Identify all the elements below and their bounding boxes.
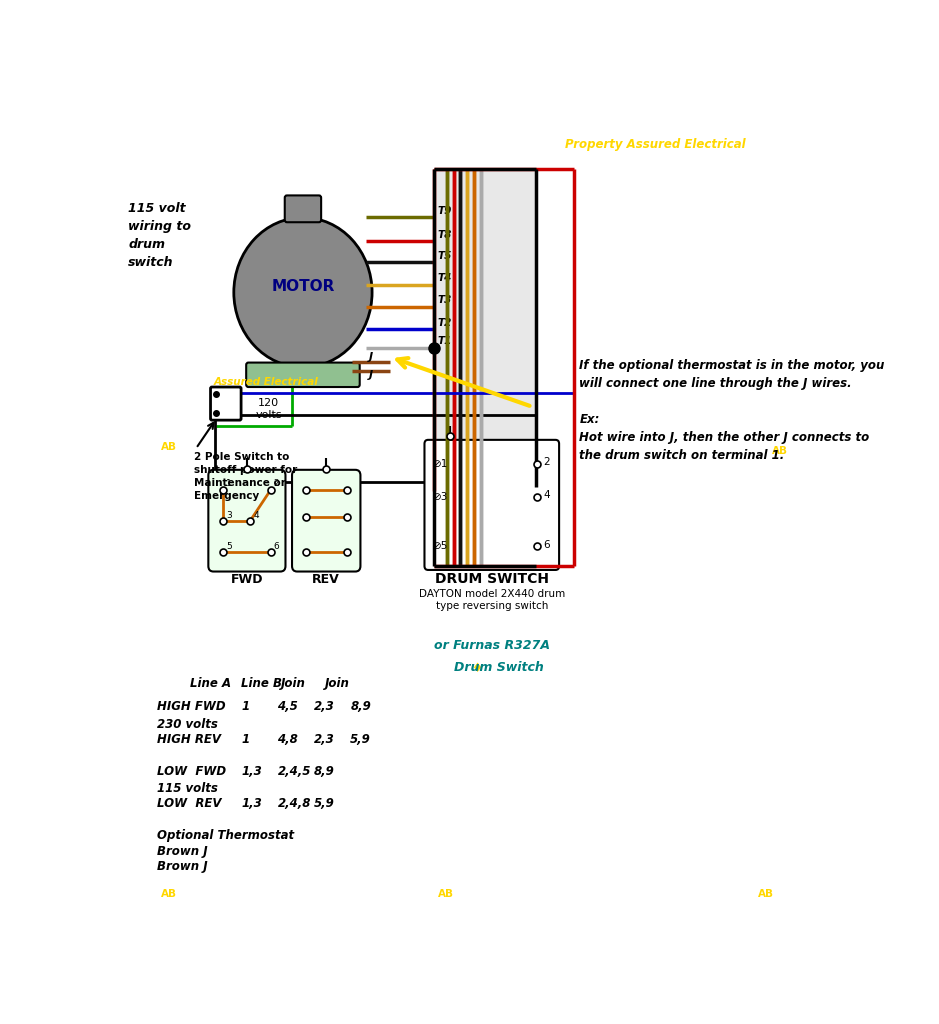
Text: T8: T8 — [438, 230, 452, 240]
Text: Brown J: Brown J — [158, 845, 208, 857]
Text: AB: AB — [162, 889, 177, 899]
Text: HIGH REV: HIGH REV — [158, 733, 222, 746]
Text: 2,4,5: 2,4,5 — [278, 765, 311, 778]
Text: T2: T2 — [438, 317, 452, 328]
Text: Join: Join — [281, 677, 306, 689]
Text: T9: T9 — [438, 207, 452, 216]
Text: J: J — [368, 370, 373, 380]
Text: T5: T5 — [438, 251, 452, 261]
Text: 1: 1 — [241, 733, 249, 746]
Text: AB: AB — [162, 442, 177, 453]
Text: 2: 2 — [274, 479, 280, 488]
Text: T1: T1 — [438, 337, 452, 346]
FancyBboxPatch shape — [292, 470, 361, 571]
Text: ⊘3: ⊘3 — [433, 492, 448, 502]
Text: 230 volts: 230 volts — [158, 718, 218, 731]
Text: HIGH FWD: HIGH FWD — [158, 700, 226, 714]
Text: REV: REV — [313, 573, 340, 587]
Text: J: J — [368, 352, 373, 362]
Text: If the optional thermostat is in the motor, you
will connect one line through th: If the optional thermostat is in the mot… — [579, 359, 885, 463]
Text: 1: 1 — [241, 700, 249, 714]
Text: 1,3: 1,3 — [241, 765, 262, 778]
Text: 2 Pole Switch to
shutoff power for
Maintenance or
Emergency: 2 Pole Switch to shutoff power for Maint… — [193, 452, 297, 502]
FancyBboxPatch shape — [246, 362, 360, 387]
Text: FWD: FWD — [231, 573, 263, 587]
Text: 4,5: 4,5 — [278, 700, 299, 714]
FancyBboxPatch shape — [285, 196, 321, 222]
Text: MOTOR: MOTOR — [271, 279, 334, 294]
Text: Optional Thermostat: Optional Thermostat — [158, 828, 295, 842]
Text: 4,8: 4,8 — [278, 733, 299, 746]
Text: 2: 2 — [543, 457, 549, 467]
Text: 1,3: 1,3 — [241, 798, 262, 810]
Text: 2,3: 2,3 — [314, 733, 334, 746]
Text: LOW  REV: LOW REV — [158, 798, 222, 810]
Text: Line B: Line B — [241, 677, 282, 689]
Text: Property Assured Electrical: Property Assured Electrical — [565, 138, 746, 152]
Text: ♦: ♦ — [471, 663, 483, 676]
Text: 5,9: 5,9 — [314, 798, 334, 810]
Text: ⊘1: ⊘1 — [433, 459, 448, 469]
Text: AB: AB — [772, 446, 789, 456]
FancyBboxPatch shape — [210, 387, 241, 420]
Text: DAYTON model 2X440 drum
type reversing switch: DAYTON model 2X440 drum type reversing s… — [419, 589, 565, 611]
FancyBboxPatch shape — [434, 169, 536, 566]
FancyBboxPatch shape — [208, 470, 285, 571]
Text: 115 volts: 115 volts — [158, 781, 218, 795]
Text: 6: 6 — [543, 540, 549, 550]
Text: T4: T4 — [438, 273, 452, 284]
Text: or Furnas R327A: or Furnas R327A — [434, 639, 550, 652]
Text: T3: T3 — [438, 296, 452, 305]
Text: 5,9: 5,9 — [350, 733, 371, 746]
Text: Join: Join — [325, 677, 349, 689]
Text: AB: AB — [758, 889, 774, 899]
Text: 5: 5 — [225, 542, 232, 551]
Text: AB: AB — [438, 889, 454, 899]
Text: 1: 1 — [225, 479, 232, 488]
Text: 8,9: 8,9 — [314, 765, 334, 778]
Text: 2,3: 2,3 — [314, 700, 334, 714]
FancyBboxPatch shape — [424, 440, 559, 570]
Text: Line A: Line A — [191, 677, 231, 689]
Text: LOW  FWD: LOW FWD — [158, 765, 226, 778]
Circle shape — [234, 217, 372, 368]
Text: DRUM SWITCH: DRUM SWITCH — [435, 572, 548, 587]
Text: Brown J: Brown J — [158, 860, 208, 873]
Text: Assured Electrical: Assured Electrical — [213, 377, 318, 387]
Text: 4: 4 — [543, 490, 549, 501]
Text: 6: 6 — [274, 542, 280, 551]
Text: 8,9: 8,9 — [350, 700, 371, 714]
Text: 120
volts: 120 volts — [255, 398, 282, 420]
Text: 115 volt
wiring to
drum
switch: 115 volt wiring to drum switch — [129, 202, 192, 268]
Text: Drum Switch: Drum Switch — [454, 660, 544, 674]
Text: 3: 3 — [225, 511, 232, 519]
Text: 4: 4 — [254, 511, 259, 519]
Text: 2,4,8: 2,4,8 — [278, 798, 311, 810]
Text: ⊘5: ⊘5 — [433, 542, 448, 551]
